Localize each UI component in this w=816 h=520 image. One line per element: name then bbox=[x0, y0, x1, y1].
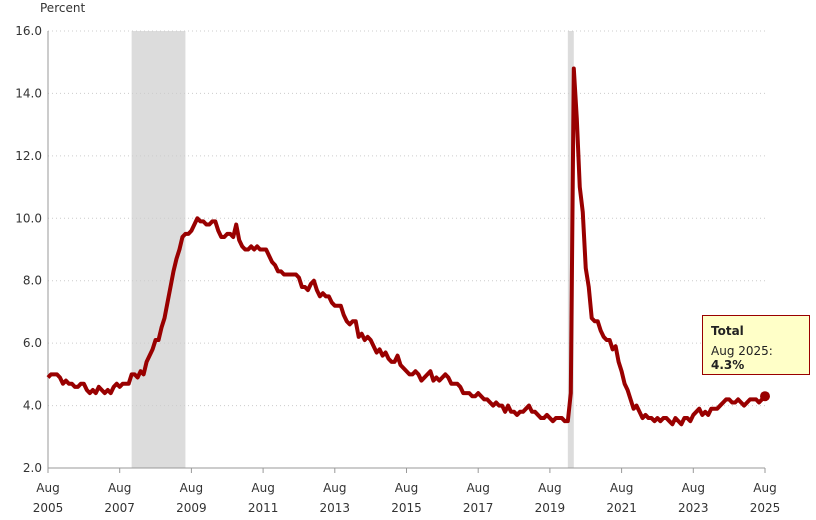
x-tick-label: Aug 2009 bbox=[176, 481, 207, 515]
x-tick-label: Aug 2011 bbox=[247, 481, 279, 515]
y-tick-label: 6.0 bbox=[23, 336, 42, 350]
data-line bbox=[46, 66, 767, 427]
x-tick-label: Aug 2017 bbox=[462, 481, 494, 515]
tooltip-date: Aug 2025: bbox=[711, 344, 773, 358]
x-tick-label: Aug 2015 bbox=[391, 481, 422, 515]
x-tick-label: Aug 2013 bbox=[319, 481, 351, 515]
tooltip: Total Aug 2025: 4.3% bbox=[702, 315, 810, 375]
x-tick-label: Aug 2005 bbox=[32, 481, 64, 515]
tooltip-title: Total bbox=[711, 324, 744, 338]
y-tick-label: 12.0 bbox=[15, 149, 42, 163]
tooltip-value: 4.3% bbox=[711, 358, 745, 372]
y-tick-label: 2.0 bbox=[23, 461, 42, 475]
x-tick-label: Aug 2025 bbox=[749, 481, 781, 515]
tooltip-text: Aug 2025: 4.3% bbox=[711, 344, 801, 372]
hover-point bbox=[760, 391, 770, 402]
x-tick-label: Aug 2019 bbox=[534, 481, 566, 515]
y-axis-label: Percent bbox=[40, 1, 85, 15]
x-tick-label: Aug 2023 bbox=[678, 481, 709, 515]
y-tick-label: 14.0 bbox=[15, 86, 42, 100]
recession-band bbox=[131, 31, 186, 468]
y-tick-label: 10.0 bbox=[15, 211, 42, 225]
x-tick-label: Aug 2007 bbox=[104, 481, 135, 515]
x-tick-label: Aug 2021 bbox=[606, 481, 637, 515]
y-tick-label: 16.0 bbox=[15, 24, 42, 38]
y-tick-label: 8.0 bbox=[23, 274, 42, 288]
y-tick-label: 4.0 bbox=[23, 399, 42, 413]
